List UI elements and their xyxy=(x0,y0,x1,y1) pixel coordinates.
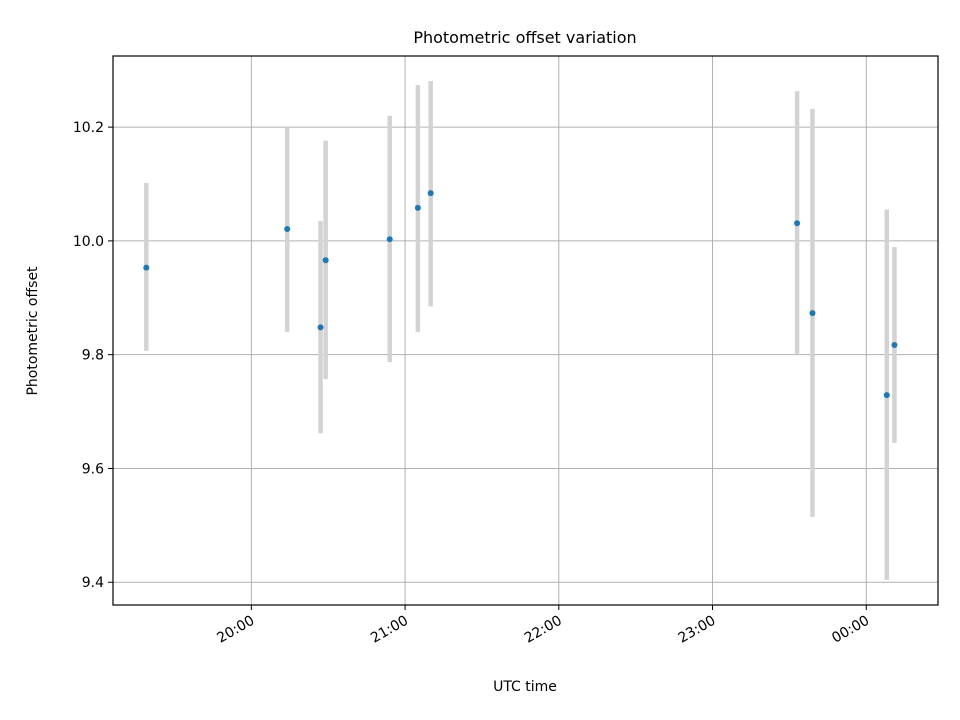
y-axis-ticks: 9.4 9.6 9.8 10.0 10.2 xyxy=(73,120,113,591)
chart-title: Photometric offset variation xyxy=(413,28,636,47)
grid-lines xyxy=(113,56,938,605)
y-tick-label: 10.2 xyxy=(73,120,104,136)
data-point xyxy=(414,204,421,211)
y-tick-label: 9.4 xyxy=(82,575,104,591)
data-point xyxy=(794,220,801,227)
data-point xyxy=(317,324,324,331)
y-tick-label: 9.6 xyxy=(82,461,104,477)
data-point xyxy=(386,236,393,243)
data-point xyxy=(883,392,890,399)
data-points xyxy=(143,190,898,399)
x-axis-label: UTC time xyxy=(493,679,557,695)
data-point xyxy=(891,342,898,349)
y-tick-label: 9.8 xyxy=(82,348,104,364)
data-point xyxy=(427,190,434,197)
plot-frame xyxy=(112,55,939,606)
data-point xyxy=(143,264,150,271)
y-axis-label: Photometric offset xyxy=(25,266,41,396)
y-tick-label: 10.0 xyxy=(73,234,104,250)
data-point xyxy=(322,257,329,264)
data-point xyxy=(284,225,291,232)
data-point xyxy=(809,310,816,317)
